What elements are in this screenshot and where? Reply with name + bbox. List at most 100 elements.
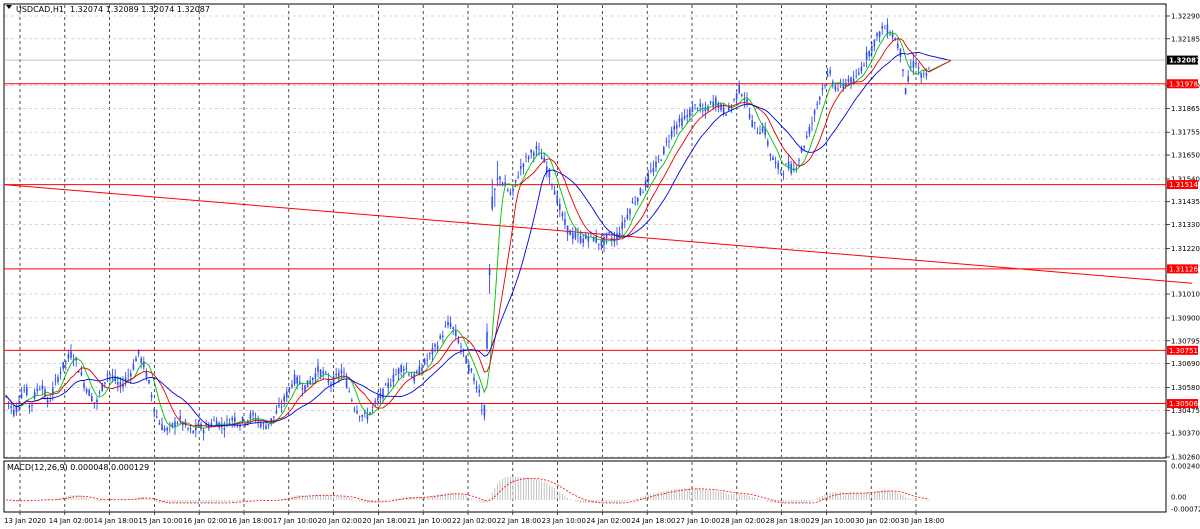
time-tick-label: 22 Jan 18:00 bbox=[497, 517, 541, 525]
price-tick-label: 1.31330 bbox=[1171, 221, 1200, 229]
candle-body bbox=[189, 428, 192, 430]
candle-body bbox=[728, 105, 730, 110]
candle-body bbox=[20, 394, 23, 398]
trendline-group[interactable] bbox=[3, 184, 1193, 284]
candle-body bbox=[317, 365, 319, 373]
candle-body bbox=[855, 75, 857, 77]
candle-body bbox=[400, 365, 402, 372]
macd-series bbox=[6, 476, 930, 504]
candle-body bbox=[179, 416, 181, 420]
candle-body bbox=[907, 76, 909, 82]
candle-body bbox=[598, 243, 600, 245]
candle-body bbox=[657, 158, 660, 160]
time-tick-label: 29 Jan 10:00 bbox=[810, 517, 854, 525]
candle-body bbox=[624, 220, 626, 222]
candle-body bbox=[587, 237, 590, 242]
candle-body bbox=[793, 168, 795, 171]
candle-body bbox=[800, 148, 803, 152]
time-tick-label: 14 Jan 18:00 bbox=[94, 517, 138, 525]
candle-body bbox=[618, 232, 621, 236]
candle-body bbox=[83, 383, 85, 388]
level-price-tag[interactable] bbox=[1167, 264, 1198, 274]
level-price-tag[interactable] bbox=[1167, 79, 1198, 89]
candle-body bbox=[876, 33, 878, 37]
macd-axis[interactable]: 0.002401 0.00 -0.000728 bbox=[1171, 463, 1200, 514]
candle-body bbox=[377, 398, 379, 401]
candle-body bbox=[650, 170, 652, 172]
candle-body bbox=[891, 33, 894, 38]
candle-body bbox=[764, 127, 766, 136]
time-axis[interactable]: 13 Jan 2020 14 Jan 02:00 14 Jan 18:00 15 Ja… bbox=[4, 512, 944, 525]
price-tick-label: 1.30475 bbox=[1171, 407, 1200, 415]
candle-body bbox=[886, 24, 889, 34]
horizontal-levels[interactable] bbox=[4, 83, 1166, 405]
level-price-tag[interactable] bbox=[1167, 399, 1198, 409]
candle-body bbox=[865, 52, 868, 60]
candle-body bbox=[668, 140, 670, 142]
candle-body bbox=[327, 379, 330, 383]
candle-body bbox=[689, 109, 691, 117]
candle-body bbox=[434, 344, 436, 347]
candle-body bbox=[691, 106, 694, 113]
macd-plot-area[interactable] bbox=[3, 460, 1167, 513]
price-axis[interactable]: 1.322901.321851.319701.318651.317551.316… bbox=[4, 13, 1200, 462]
candle-body bbox=[504, 182, 506, 187]
candle-body bbox=[270, 418, 272, 423]
candle-body bbox=[429, 353, 431, 355]
candle-body bbox=[80, 372, 83, 376]
candle-body bbox=[41, 385, 44, 390]
candle-body bbox=[265, 425, 267, 430]
candle-body bbox=[104, 382, 106, 384]
current-price-tag-label: 1.32087 bbox=[1169, 57, 1200, 65]
time-tick-label: 30 Jan 02:00 bbox=[855, 517, 899, 525]
candle-body bbox=[561, 212, 564, 216]
level-price-tag[interactable] bbox=[1167, 180, 1198, 190]
price-tick-label: 1.32290 bbox=[1171, 13, 1200, 21]
main-plot-area[interactable] bbox=[3, 3, 1167, 459]
candle-body bbox=[889, 34, 891, 35]
level-price-tag-label: 1.30506 bbox=[1169, 400, 1198, 408]
candle-body bbox=[608, 232, 610, 234]
candle-body bbox=[647, 174, 649, 182]
candle-body bbox=[780, 170, 782, 171]
candle-body bbox=[457, 339, 460, 343]
candle-body bbox=[769, 153, 772, 156]
candle-body bbox=[338, 372, 340, 377]
candle-body bbox=[842, 83, 844, 88]
candle-body bbox=[244, 423, 246, 425]
candle-body bbox=[592, 237, 595, 242]
candle-body bbox=[335, 373, 337, 376]
candle-body bbox=[852, 78, 855, 84]
candle-body bbox=[288, 387, 291, 391]
candle-body bbox=[910, 66, 912, 68]
candle-body bbox=[195, 424, 197, 431]
symbol-dropdown-icon[interactable] bbox=[6, 5, 12, 9]
price-tick-label: 1.30370 bbox=[1171, 430, 1200, 438]
candle-body bbox=[514, 180, 517, 183]
candle-body bbox=[403, 368, 405, 371]
time-tick-label: 23 Jan 10:00 bbox=[542, 517, 586, 525]
candlestick-series bbox=[5, 18, 930, 441]
candle-body bbox=[33, 392, 36, 399]
candle-body bbox=[15, 407, 18, 413]
candle-body bbox=[652, 168, 655, 173]
current-price-tag[interactable] bbox=[1167, 55, 1198, 65]
candle-body bbox=[413, 374, 415, 382]
candle-body bbox=[156, 416, 158, 418]
trendline[interactable] bbox=[3, 184, 1193, 284]
candle-body bbox=[501, 182, 504, 185]
time-tick-label: 16 Jan 02:00 bbox=[183, 517, 227, 525]
candle-body bbox=[621, 222, 623, 230]
candle-body bbox=[488, 269, 491, 276]
candle-body bbox=[166, 428, 168, 431]
candle-body bbox=[868, 51, 870, 57]
price-tick-label: 1.32185 bbox=[1171, 35, 1200, 43]
candle-body bbox=[153, 408, 155, 412]
candle-body bbox=[772, 157, 774, 160]
time-tick-label: 30 Jan 18:00 bbox=[900, 517, 944, 525]
candle-body bbox=[564, 219, 566, 225]
candle-body bbox=[774, 161, 777, 164]
level-price-tag[interactable] bbox=[1167, 345, 1198, 355]
